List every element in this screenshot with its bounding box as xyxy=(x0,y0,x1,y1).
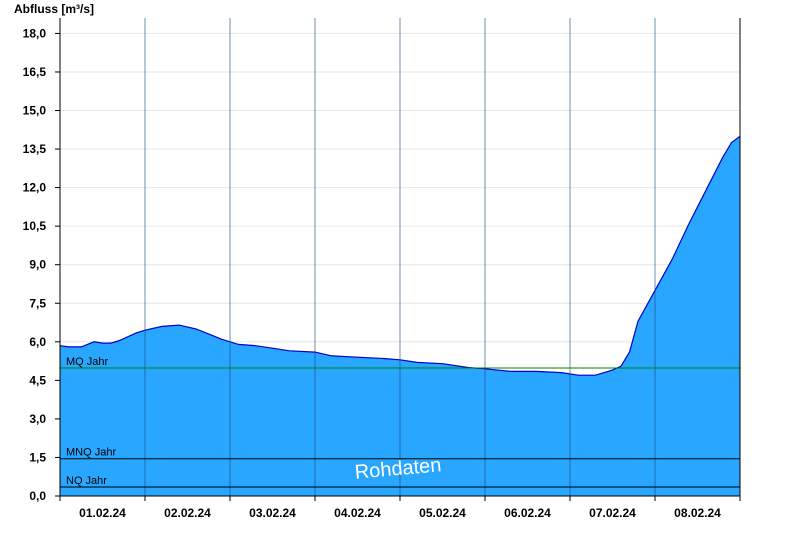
x-tick-label: 05.02.24 xyxy=(419,506,466,520)
x-tick-label: 03.02.24 xyxy=(249,506,296,520)
y-tick-label: 15,0 xyxy=(23,104,47,118)
y-tick-label: 9,0 xyxy=(29,258,46,272)
series-line-abfluss xyxy=(59,135,741,376)
y-tick-label: 1,5 xyxy=(29,450,46,464)
y-tick-label: 13,5 xyxy=(23,142,47,156)
y-tick-label: 6,0 xyxy=(29,335,46,349)
y-tick-label: 16,5 xyxy=(23,65,47,79)
reference-line-label: NQ Jahr xyxy=(66,475,107,487)
x-tick-label: 06.02.24 xyxy=(504,506,551,520)
y-axis-label: Abfluss [m³/s] xyxy=(14,2,94,16)
y-tick-label: 4,5 xyxy=(29,373,46,387)
reference-line-label: MQ Jahr xyxy=(66,356,109,368)
y-tick-label: 10,5 xyxy=(23,219,47,233)
y-tick-label: 3,0 xyxy=(29,412,46,426)
y-tick-label: 0,0 xyxy=(29,489,46,503)
plot-area: MQ Jahr MNQ Jahr NQ Jahr 0,0 1,5 3,0 4,5 6,0 7,5… xyxy=(23,18,741,520)
y-tick-label: 7,5 xyxy=(29,296,46,310)
x-tick-label: 07.02.24 xyxy=(589,506,636,520)
y-tick-label: 18,0 xyxy=(23,26,47,40)
reference-line-label: MNQ Jahr xyxy=(66,447,116,459)
x-tick-label: 08.02.24 xyxy=(674,506,721,520)
x-tick-label: 01.02.24 xyxy=(79,506,126,520)
x-tick-label: 02.02.24 xyxy=(164,506,211,520)
x-tick-label: 04.02.24 xyxy=(334,506,381,520)
y-tick-label: 12,0 xyxy=(23,181,47,195)
